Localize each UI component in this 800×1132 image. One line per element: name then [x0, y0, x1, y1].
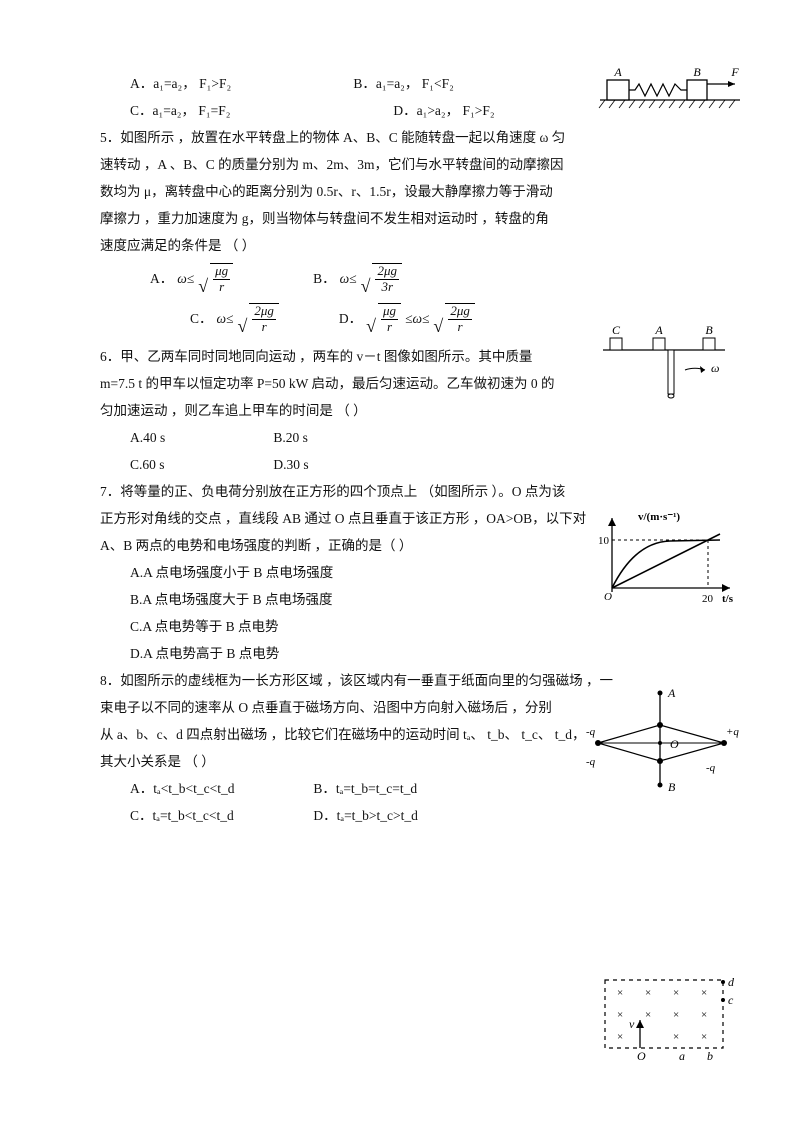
svg-text:F: F [730, 65, 739, 79]
q6-opt-D: D.30 s [273, 451, 308, 478]
svg-text:-q: -q [586, 726, 596, 738]
svg-text:v: v [629, 1017, 635, 1031]
svg-text:10: 10 [598, 535, 610, 547]
q8-opt-B: B．tₐ=t_b=t_c=t_d [313, 775, 417, 802]
q6-options-row-1: A.40 s B.20 s [100, 424, 690, 451]
svg-text:×: × [617, 1009, 623, 1021]
svg-text:O: O [604, 591, 612, 603]
svg-text:a: a [679, 1049, 685, 1062]
svg-text:-q: -q [586, 756, 596, 768]
svg-text:×: × [617, 1031, 623, 1043]
svg-text:-q: -q [706, 762, 716, 774]
q4-opt-D: D．a₁>a₂， F₁>F₂ [393, 97, 494, 124]
q5-stem-3: 数均为 μ，离转盘中心的距离分别为 0.5r、r、1.5r，设最大静摩擦力等于滑… [100, 178, 690, 205]
svg-text:A: A [654, 323, 663, 337]
q6-opt-A: A.40 s [100, 424, 270, 451]
svg-text:×: × [701, 1009, 707, 1021]
q4-opt-A: A．a₁=a₂， F₁>F₂ [100, 70, 350, 97]
svg-text:B: B [668, 780, 676, 794]
svg-text:20: 20 [702, 593, 714, 605]
q8-figure: × × × × × × × × × × × v O a b c d [595, 970, 740, 1062]
q6-opt-B: B.20 s [273, 424, 308, 451]
svg-text:c: c [728, 993, 734, 1007]
svg-text:O: O [637, 1049, 646, 1062]
svg-text:B: B [705, 323, 713, 337]
q4-opt-B: B．a₁=a₂， F₁<F₂ [353, 70, 453, 97]
q7-figure: A B O -q -q +q -q [580, 685, 740, 805]
svg-text:×: × [673, 1031, 679, 1043]
q5-stem-5: 速度应满足的条件是 （ ） [100, 232, 690, 259]
q8-opt-D: D．tₐ=t_b>t_c>t_d [313, 802, 418, 829]
svg-text:O: O [670, 737, 679, 751]
svg-text:v/(m·s⁻¹): v/(m·s⁻¹) [638, 511, 680, 523]
q6-figure: v/(m·s⁻¹) t/s O 10 20 [590, 510, 740, 605]
q7-stem-1: 7．将等量的正、负电荷分别放在正方形的四个顶点上 （如图所示 ）。O 点为该 [100, 478, 690, 505]
svg-text:×: × [673, 987, 679, 999]
q5-stem-4: 摩擦力 ，重力加速度为 g，则当物体与转盘间不发生相对运动时 ，转盘的角 [100, 205, 690, 232]
q8-options-row-2: C．tₐ=t_b<t_c<t_d D．tₐ=t_b>t_c>t_d [100, 802, 690, 829]
svg-text:B: B [693, 65, 701, 79]
q5-options-row-1: A． ω≤ √ μgr B． ω≤ √ 2μg3r [100, 263, 690, 295]
svg-text:t/s: t/s [722, 593, 734, 605]
q4-figure: A B F [595, 62, 745, 112]
svg-text:×: × [701, 987, 707, 999]
q5-figure: C A B ω [595, 320, 735, 408]
svg-text:×: × [701, 1031, 707, 1043]
svg-text:A: A [613, 65, 622, 79]
q7-opt-D: D.A 点电势高于 B 点电势 [100, 640, 690, 667]
q5-stem-1: 5．如图所示 ，放置在水平转盘上的物体 A、B、C 能随转盘一起以角速度 ω 匀 [100, 124, 690, 151]
svg-text:ω: ω [711, 361, 719, 375]
svg-text:d: d [728, 975, 735, 989]
q5-opt-A: A． ω≤ √ μgr [150, 263, 233, 295]
q5-opt-D: D． √ μgr ≤ω≤ √ 2μgr [339, 303, 475, 335]
q7-opt-C: C.A 点电势等于 B 点电势 [100, 613, 690, 640]
svg-text:C: C [612, 323, 621, 337]
q5-stem-2: 速转动 ，A 、B、C 的质量分别为 m、2m、3m，它们与水平转盘间的动摩擦因 [100, 151, 690, 178]
q8-opt-A: A．tₐ<t_b<t_c<t_d [100, 775, 310, 802]
q6-options-row-2: C.60 s D.30 s [100, 451, 690, 478]
svg-text:×: × [645, 1009, 651, 1021]
svg-text:A: A [667, 686, 676, 700]
svg-text:+q: +q [726, 726, 739, 738]
svg-text:b: b [707, 1049, 713, 1062]
q5-opt-C: C． ω≤ √ 2μgr [190, 303, 279, 335]
q6-opt-C: C.60 s [100, 451, 270, 478]
svg-text:×: × [617, 987, 623, 999]
q5-opt-B: B． ω≤ √ 2μg3r [313, 263, 402, 295]
svg-text:×: × [673, 1009, 679, 1021]
q4-opt-C: C．a₁=a₂， F₁=F₂ [100, 97, 390, 124]
svg-text:×: × [645, 987, 651, 999]
q8-opt-C: C．tₐ=t_b<t_c<t_d [100, 802, 310, 829]
